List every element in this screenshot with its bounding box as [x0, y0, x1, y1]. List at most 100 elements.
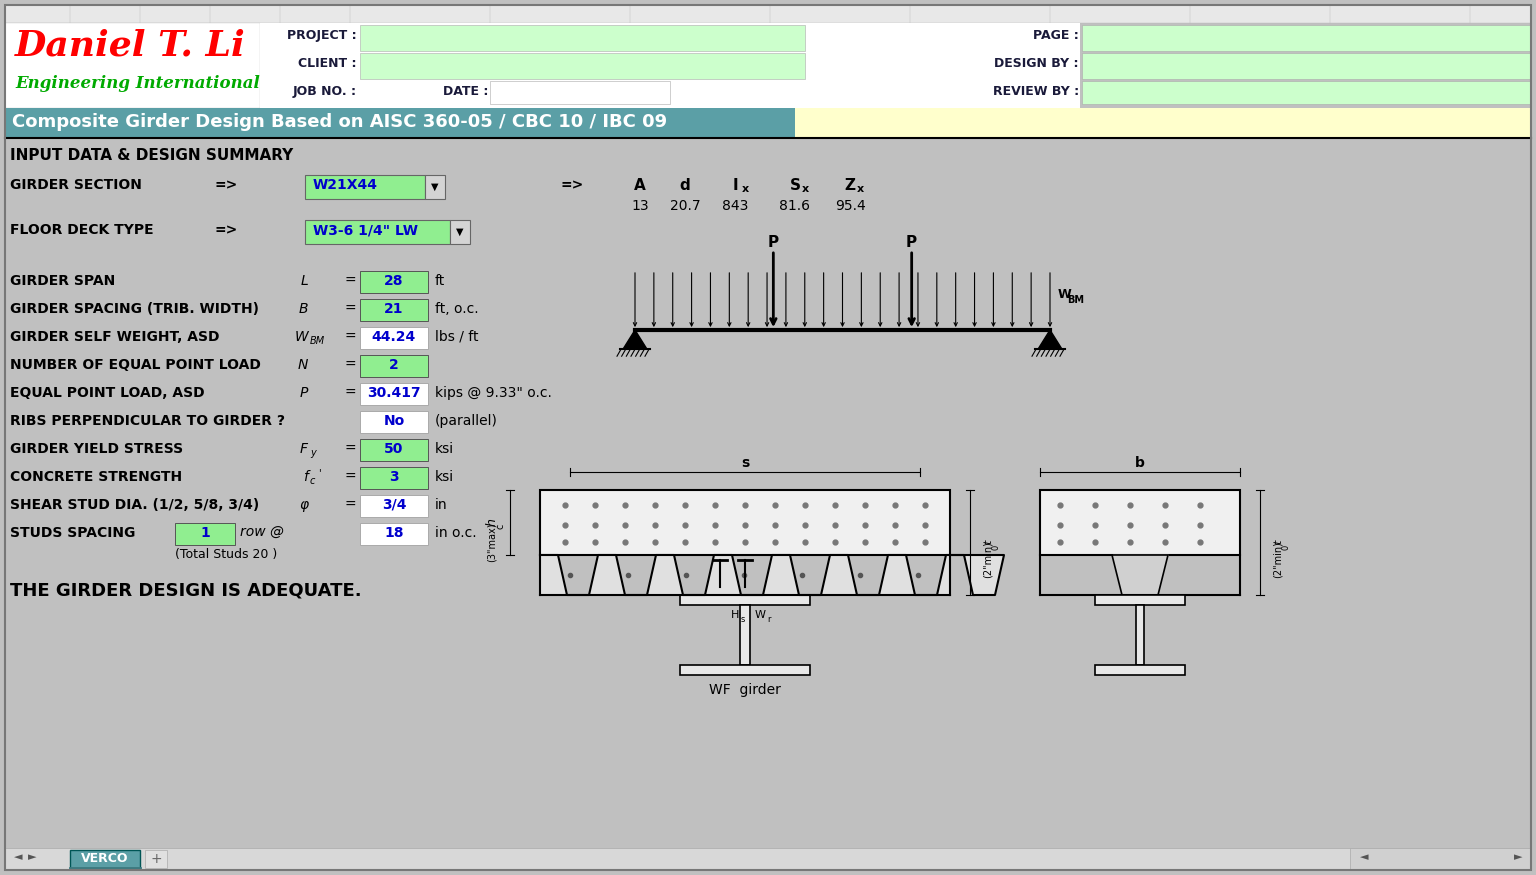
- Text: No: No: [384, 414, 404, 428]
- Text: =: =: [346, 330, 356, 344]
- Text: (parallel): (parallel): [435, 414, 498, 428]
- Text: W: W: [295, 330, 309, 344]
- Text: WF  girder: WF girder: [710, 683, 780, 697]
- Bar: [359, 25, 805, 51]
- Text: Engineering International: Engineering International: [15, 75, 260, 92]
- Text: Daniel T. Li: Daniel T. Li: [15, 28, 246, 62]
- Bar: [359, 467, 429, 489]
- Text: =: =: [346, 470, 356, 484]
- Bar: [680, 665, 809, 675]
- Text: 0: 0: [1281, 544, 1290, 550]
- Bar: [490, 81, 670, 104]
- Text: H: H: [731, 610, 739, 620]
- Text: ▼: ▼: [456, 227, 464, 237]
- Bar: [780, 108, 1057, 138]
- Text: 44.24: 44.24: [372, 330, 416, 344]
- Bar: [359, 355, 429, 377]
- Text: 81.6: 81.6: [779, 199, 811, 213]
- Bar: [1081, 53, 1531, 79]
- Text: =>: =>: [561, 178, 584, 192]
- Text: PAGE :: PAGE :: [1034, 29, 1078, 42]
- Text: in: in: [435, 498, 447, 512]
- Text: JOB NO. :: JOB NO. :: [293, 85, 356, 98]
- Text: 28: 28: [384, 274, 404, 288]
- Bar: [175, 523, 235, 545]
- Text: INPUT DATA & DESIGN SUMMARY: INPUT DATA & DESIGN SUMMARY: [11, 148, 293, 163]
- Text: L: L: [300, 274, 309, 288]
- Bar: [1350, 848, 1531, 870]
- Text: d: d: [679, 178, 690, 193]
- Text: (Total Studs 20 ): (Total Studs 20 ): [175, 548, 278, 561]
- Text: =: =: [346, 442, 356, 456]
- Bar: [450, 220, 470, 244]
- Text: x: x: [742, 184, 750, 194]
- Text: 18: 18: [384, 526, 404, 540]
- Text: lbs / ft: lbs / ft: [435, 330, 479, 344]
- Text: W3-6 1/4" LW: W3-6 1/4" LW: [313, 223, 418, 237]
- Text: DESIGN BY :: DESIGN BY :: [994, 57, 1078, 70]
- Text: s: s: [740, 615, 745, 625]
- Bar: [359, 495, 429, 517]
- Text: 3/4: 3/4: [382, 498, 406, 512]
- Bar: [306, 220, 450, 244]
- Text: 30.417: 30.417: [367, 386, 421, 400]
- Bar: [359, 383, 429, 405]
- Bar: [359, 299, 429, 321]
- Text: SHEAR STUD DIA. (1/2, 5/8, 3/4): SHEAR STUD DIA. (1/2, 5/8, 3/4): [11, 498, 260, 512]
- Text: t: t: [1273, 540, 1283, 544]
- Text: NUMBER OF EQUAL POINT LOAD: NUMBER OF EQUAL POINT LOAD: [11, 358, 261, 372]
- Text: 3: 3: [389, 470, 399, 484]
- Bar: [1081, 81, 1531, 104]
- Text: ▼: ▼: [432, 182, 439, 192]
- Bar: [359, 271, 429, 293]
- Bar: [796, 108, 1531, 138]
- Text: I: I: [733, 178, 737, 193]
- Text: in o.c.: in o.c.: [435, 526, 476, 540]
- Text: s: s: [740, 456, 750, 470]
- Text: 50: 50: [384, 442, 404, 456]
- Text: GIRDER SPACING (TRIB. WIDTH): GIRDER SPACING (TRIB. WIDTH): [11, 302, 260, 316]
- Text: x: x: [802, 184, 809, 194]
- Text: ►: ►: [28, 852, 37, 862]
- Text: =: =: [346, 498, 356, 512]
- Bar: [359, 411, 429, 433]
- Bar: [359, 523, 429, 545]
- Text: N: N: [298, 358, 309, 372]
- Bar: [144, 850, 167, 868]
- Text: φ: φ: [300, 498, 309, 512]
- Text: DATE :: DATE :: [442, 85, 488, 98]
- Text: FLOOR DECK TYPE: FLOOR DECK TYPE: [11, 223, 154, 237]
- Text: STUDS SPACING: STUDS SPACING: [11, 526, 135, 540]
- Text: W21X44: W21X44: [313, 178, 378, 192]
- Text: EQUAL POINT LOAD, ASD: EQUAL POINT LOAD, ASD: [11, 386, 204, 400]
- Text: S: S: [790, 178, 800, 193]
- Text: P: P: [768, 235, 779, 250]
- Bar: [359, 53, 805, 79]
- Text: REVIEW BY :: REVIEW BY :: [992, 85, 1078, 98]
- Text: B: B: [298, 302, 309, 316]
- Text: =: =: [346, 302, 356, 316]
- Text: (3"max): (3"max): [487, 522, 498, 562]
- Bar: [5, 5, 1531, 23]
- Bar: [780, 108, 1057, 138]
- Text: 20.7: 20.7: [670, 199, 700, 213]
- Text: GIRDER YIELD STRESS: GIRDER YIELD STRESS: [11, 442, 183, 456]
- Polygon shape: [624, 330, 647, 349]
- Text: GIRDER SPAN: GIRDER SPAN: [11, 274, 115, 288]
- Text: Z: Z: [845, 178, 856, 193]
- Text: =>: =>: [215, 178, 238, 192]
- Polygon shape: [1038, 330, 1061, 349]
- Text: 1: 1: [200, 526, 210, 540]
- Text: kips @ 9.33" o.c.: kips @ 9.33" o.c.: [435, 386, 551, 400]
- Text: c: c: [495, 523, 505, 528]
- Text: PROJECT :: PROJECT :: [287, 29, 356, 42]
- Text: Composite Girder Design Based on AISC 360-05 / CBC 10 / IBC 09: Composite Girder Design Based on AISC 36…: [12, 113, 667, 131]
- Bar: [740, 605, 750, 665]
- Text: ': ': [318, 468, 321, 478]
- Bar: [1040, 490, 1240, 555]
- Text: GIRDER SECTION: GIRDER SECTION: [11, 178, 141, 192]
- Text: CLIENT :: CLIENT :: [298, 57, 356, 70]
- Text: ft, o.c.: ft, o.c.: [435, 302, 479, 316]
- Bar: [359, 439, 429, 461]
- Text: 843: 843: [722, 199, 748, 213]
